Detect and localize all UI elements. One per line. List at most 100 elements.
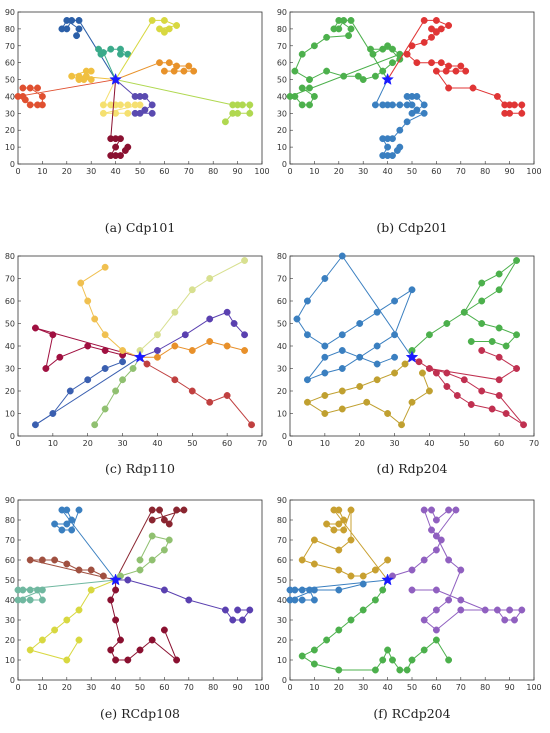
- customer-point: [117, 50, 124, 58]
- customer-point: [428, 25, 435, 33]
- customer-point: [101, 347, 109, 354]
- customer-point: [246, 101, 254, 109]
- x-tick-label: 50: [407, 167, 417, 176]
- customer-point: [330, 25, 338, 33]
- customer-point: [321, 275, 329, 282]
- customer-point: [148, 556, 156, 564]
- customer-point: [502, 410, 510, 417]
- customer-point: [408, 42, 416, 50]
- customer-point: [310, 42, 318, 50]
- customer-point: [291, 67, 299, 75]
- x-tick-label: 0: [15, 439, 20, 448]
- depot-star-icon: [109, 72, 122, 85]
- x-tick-label: 50: [135, 683, 145, 692]
- customer-point: [413, 59, 421, 67]
- customer-point: [511, 101, 518, 109]
- customer-point: [415, 358, 423, 366]
- customer-point: [467, 401, 475, 408]
- customer-point: [119, 358, 127, 366]
- x-tick-label: 50: [459, 439, 469, 448]
- customer-point: [156, 25, 163, 33]
- customer-point: [408, 566, 416, 574]
- customer-point: [173, 22, 181, 29]
- customer-point: [379, 656, 387, 664]
- customer-point: [160, 586, 168, 594]
- customer-point: [148, 516, 156, 524]
- customer-point: [107, 596, 115, 604]
- customer-point: [303, 376, 311, 384]
- customer-point: [403, 666, 411, 674]
- y-tick-label: 40: [277, 596, 287, 605]
- customer-point: [75, 16, 83, 24]
- route-6-depot-link: [17, 79, 116, 97]
- customer-point: [190, 67, 198, 75]
- customer-point: [188, 347, 196, 354]
- y-tick-label: 40: [5, 92, 15, 101]
- customer-point: [129, 365, 137, 372]
- customer-point: [379, 135, 387, 143]
- customer-point: [19, 586, 27, 594]
- x-tick-label: 10: [48, 439, 58, 448]
- customer-point: [185, 596, 193, 604]
- customer-point: [112, 616, 120, 624]
- customer-point: [136, 566, 144, 574]
- customer-point: [310, 560, 318, 568]
- route-9-depot-link: [115, 79, 233, 106]
- customer-point: [502, 342, 510, 350]
- y-tick-label: 10: [277, 410, 287, 419]
- customer-point: [363, 398, 371, 406]
- y-tick-label: 0: [10, 432, 15, 441]
- customer-point: [347, 506, 355, 514]
- customer-point: [432, 546, 440, 554]
- route-3-depot-link: [374, 79, 389, 106]
- customer-point: [84, 342, 92, 350]
- x-tick-label: 10: [37, 167, 47, 176]
- y-tick-label: 70: [5, 275, 15, 284]
- customer-point: [478, 347, 486, 354]
- customer-point: [160, 546, 168, 554]
- panel-Cdp201: 0 10 20 30 40 50 60 70 80 90 100 0 10 20 30 40 50 60 70 80 9…: [277, 8, 542, 235]
- customer-point: [432, 369, 440, 377]
- customer-point: [31, 421, 39, 429]
- customer-point: [170, 67, 178, 75]
- customer-point: [87, 76, 95, 84]
- customer-point: [26, 84, 34, 92]
- customer-point: [143, 360, 151, 368]
- customer-point: [335, 586, 343, 594]
- x-tick-label: 20: [62, 683, 72, 692]
- x-tick-label: 20: [355, 439, 365, 448]
- customer-point: [160, 16, 168, 24]
- customer-point: [347, 536, 355, 544]
- customer-point: [389, 152, 396, 160]
- customer-point: [298, 84, 306, 92]
- customer-point: [77, 279, 85, 287]
- customer-point: [457, 606, 465, 614]
- customer-point: [493, 606, 501, 614]
- customer-point: [384, 143, 392, 151]
- customer-point: [437, 536, 445, 544]
- x-tick-label: 70: [257, 439, 267, 448]
- customer-point: [63, 506, 71, 514]
- x-tick-label: 40: [383, 167, 393, 176]
- customer-point: [347, 616, 355, 624]
- customer-point: [75, 506, 83, 514]
- y-tick-label: 80: [5, 252, 15, 261]
- customer-point: [58, 526, 66, 534]
- route-5-depot-link: [91, 579, 116, 591]
- customer-point: [340, 526, 348, 534]
- customer-point: [26, 101, 34, 109]
- customer-point: [99, 572, 107, 580]
- y-tick-label: 60: [277, 297, 287, 306]
- customer-point: [206, 315, 214, 323]
- customer-point: [347, 25, 355, 33]
- x-tick-label: 30: [358, 683, 368, 692]
- x-tick-label: 0: [287, 683, 292, 692]
- x-tick-label: 40: [152, 439, 162, 448]
- customer-point: [153, 353, 161, 361]
- x-tick-label: 60: [159, 167, 169, 176]
- customer-point: [391, 369, 399, 377]
- customer-point: [373, 376, 381, 384]
- customer-point: [513, 257, 521, 264]
- customer-point: [124, 656, 132, 664]
- customer-point: [432, 626, 440, 634]
